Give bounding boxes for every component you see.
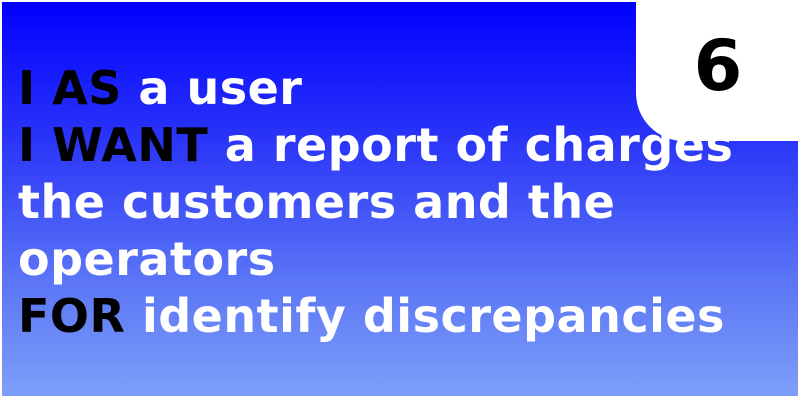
story-text: I AS a user I WANT a report of charges t… [18,60,778,345]
line-text-for: identify discrepancies [125,289,725,343]
line-text-want: a report of charges [208,118,734,172]
line-text-continuation-2: operators [18,232,276,286]
story-line-want: I WANT a report of charges [18,117,778,174]
story-line-for: FOR identify discrepancies [18,288,778,345]
keyword-want: I WANT [18,118,209,172]
line-text-continuation-1: the customers and the [18,175,616,229]
keyword-for: FOR [18,289,126,343]
line-text-as: a user [121,61,303,115]
story-line-continuation-2: operators [18,231,778,288]
keyword-as: I AS [18,61,122,115]
story-number: 6 [693,24,743,107]
story-number-badge: 6 [636,0,800,141]
story-line-as: I AS a user [18,60,778,117]
story-line-continuation-1: the customers and the [18,174,778,231]
